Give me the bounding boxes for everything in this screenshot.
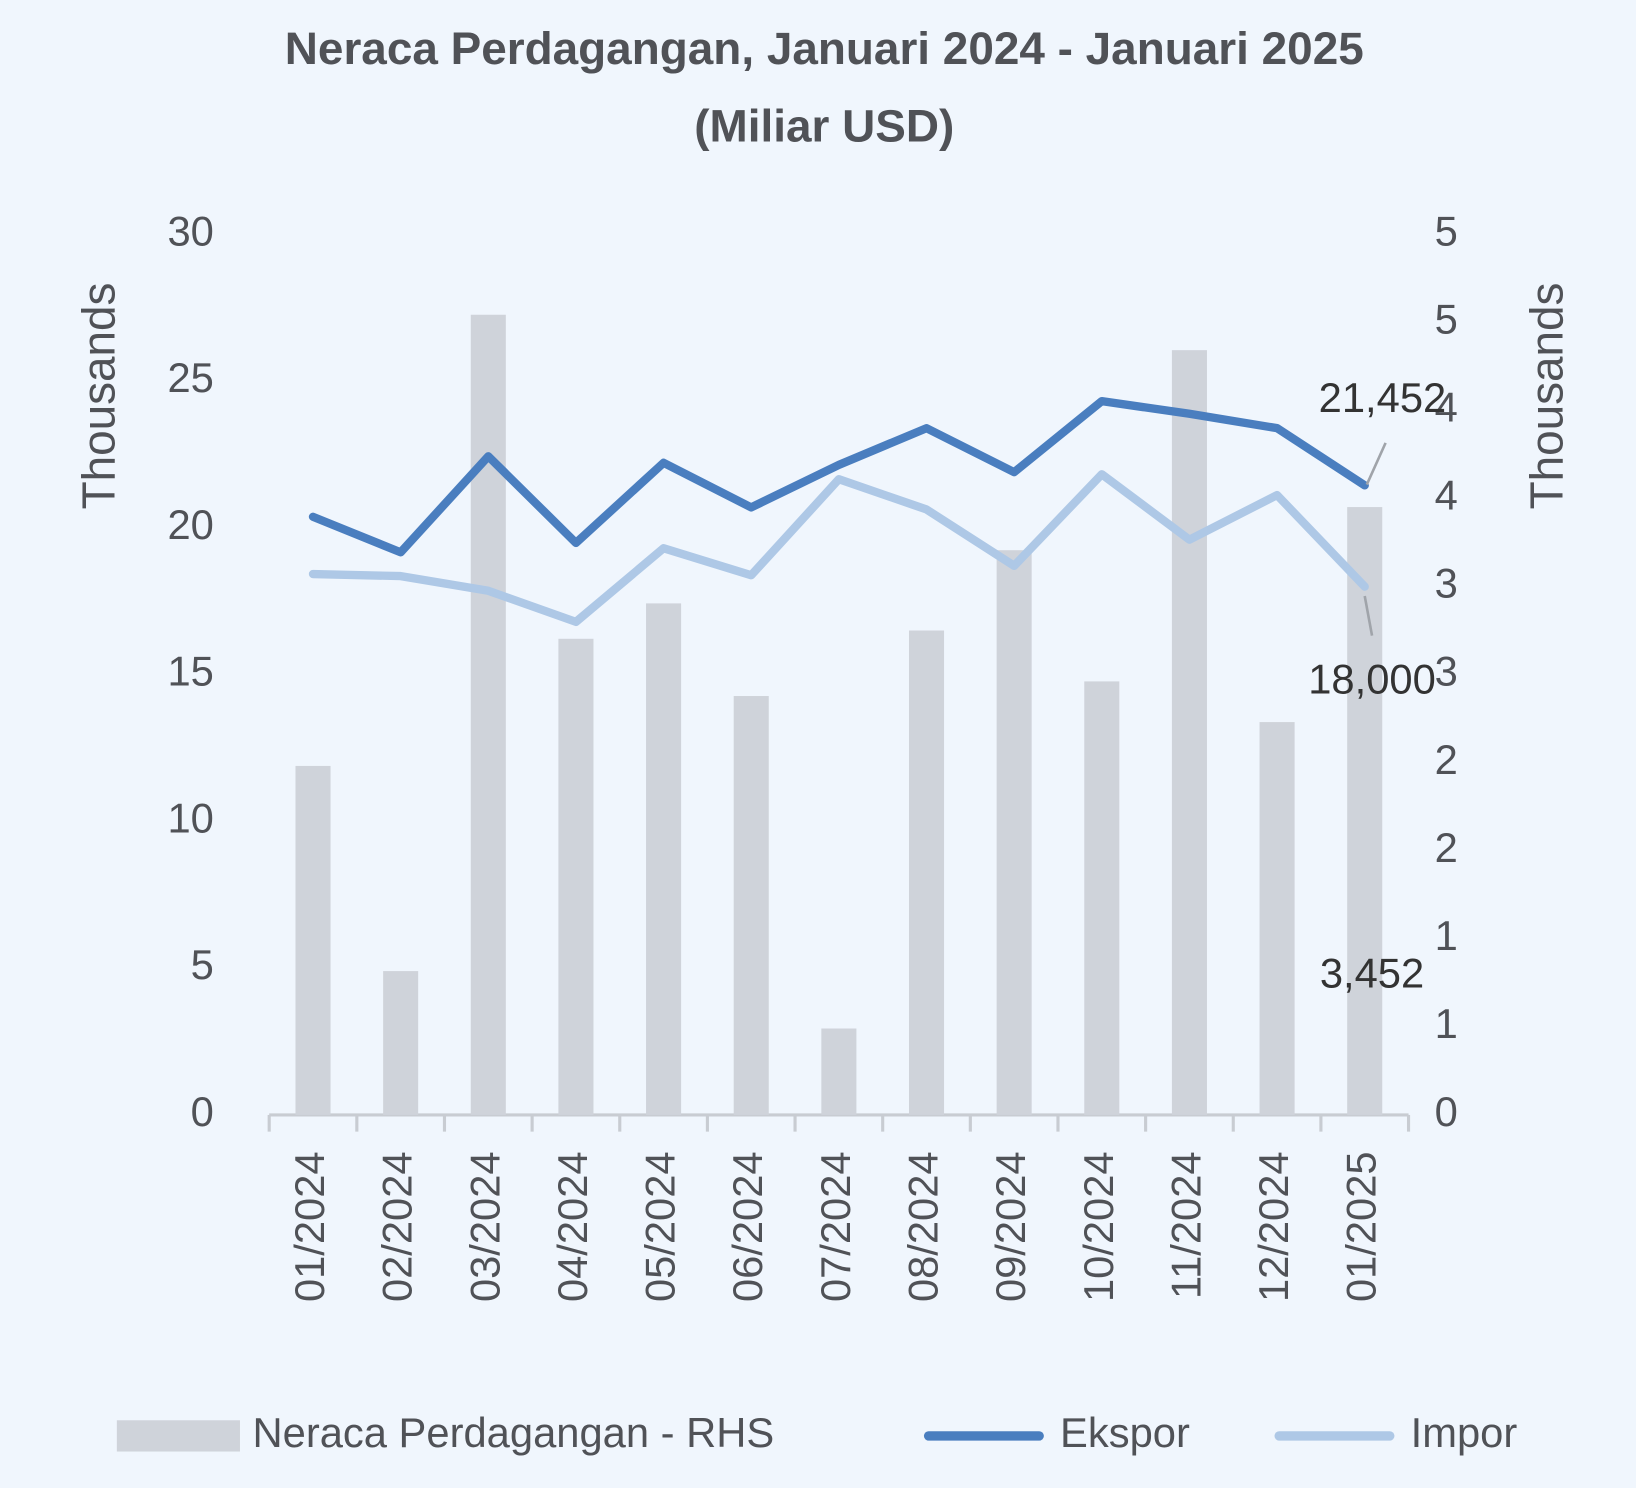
bar xyxy=(558,638,594,1115)
chart-title: Neraca Perdagangan, Januari 2024 - Janua… xyxy=(285,22,1364,74)
x-tick-label: 01/2024 xyxy=(286,1151,333,1302)
y2-axis-title: Thousands xyxy=(1521,283,1573,510)
x-tick-label: 07/2024 xyxy=(812,1151,859,1302)
legend-label: Impor xyxy=(1411,1409,1518,1456)
x-tick-label: 04/2024 xyxy=(549,1151,596,1302)
y-tick-label: 5 xyxy=(191,941,214,988)
legend-label: Ekspor xyxy=(1060,1409,1190,1456)
bar xyxy=(733,696,769,1115)
y-tick-label: 20 xyxy=(167,501,213,548)
y2-tick-label: 3 xyxy=(1435,560,1458,607)
line xyxy=(308,470,1369,627)
y-tick-label: 10 xyxy=(167,794,213,841)
x-tick-label: 11/2024 xyxy=(1162,1151,1209,1299)
bar xyxy=(1259,722,1295,1115)
y2-tick-label: 4 xyxy=(1435,384,1458,431)
chart-subtitle: (Miliar USD) xyxy=(694,99,954,151)
leader-line xyxy=(1363,595,1374,636)
y2-tick-label: 0 xyxy=(1435,1088,1458,1135)
bar xyxy=(1347,507,1383,1115)
plot-area: 0 5 10 15 20 25 30 0 1 1 2 2 3 3 4 4 5 5 01/2024 02/2024 03/… xyxy=(116,207,1518,1456)
data-label: 21,452 xyxy=(1319,374,1447,421)
leader-line xyxy=(1365,442,1387,486)
x-tick-label: 02/2024 xyxy=(374,1151,421,1302)
x-tick-label: 09/2024 xyxy=(987,1151,1034,1302)
y-tick-label: 25 xyxy=(167,354,213,401)
y2-tick-label: 5 xyxy=(1435,296,1458,343)
data-label: 18,000 xyxy=(1308,656,1436,703)
y-tick-label: 30 xyxy=(167,207,213,254)
x-tick-label: 10/2024 xyxy=(1075,1151,1122,1302)
y2-tick-label: 2 xyxy=(1435,824,1458,871)
line xyxy=(308,396,1369,557)
x-tick-label: 03/2024 xyxy=(461,1151,508,1302)
x-tick-label: 01/2025 xyxy=(1338,1151,1385,1302)
y2-tick-label: 4 xyxy=(1435,472,1458,519)
y2-tick-label: 1 xyxy=(1435,912,1458,959)
x-tick-label: 08/2024 xyxy=(900,1151,947,1302)
legend-swatch xyxy=(116,1420,240,1452)
bar xyxy=(295,765,331,1115)
x-tick-label: 12/2024 xyxy=(1250,1151,1297,1302)
bar xyxy=(646,603,682,1115)
y2-tick-label: 2 xyxy=(1435,736,1458,783)
bar xyxy=(1084,681,1120,1115)
y-tick-label: 0 xyxy=(191,1088,214,1135)
y-tick-label: 15 xyxy=(167,648,213,695)
bar xyxy=(470,314,506,1115)
y2-tick-label: 1 xyxy=(1435,1000,1458,1047)
bar xyxy=(996,550,1032,1115)
y2-tick-label: 5 xyxy=(1435,207,1458,254)
bar xyxy=(821,1028,857,1115)
bar xyxy=(908,630,945,1115)
y2-tick-label: 3 xyxy=(1435,648,1458,695)
y-axis-title: Thousands xyxy=(72,283,124,510)
bar xyxy=(383,971,419,1115)
x-tick-label: 06/2024 xyxy=(724,1151,771,1302)
bar xyxy=(1171,350,1207,1115)
data-label: 3,452 xyxy=(1320,949,1424,996)
x-tick-label: 05/2024 xyxy=(637,1151,684,1302)
legend-label: Neraca Perdagangan - RHS xyxy=(252,1409,774,1456)
